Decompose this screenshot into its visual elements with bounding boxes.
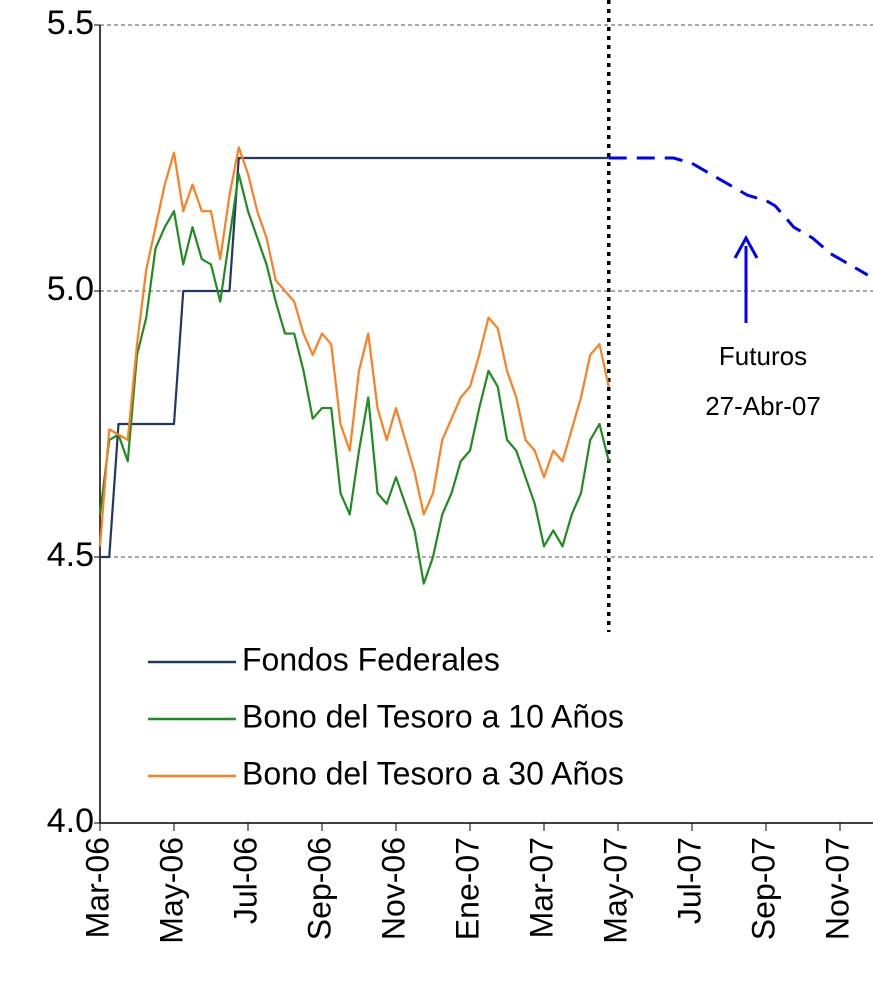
x-tick-label: Sep-07 <box>745 837 781 940</box>
annotation-text: Futuros <box>719 341 807 371</box>
x-tick-label: Jul-06 <box>227 837 263 924</box>
series-line <box>100 156 609 559</box>
x-tick-label: Sep-06 <box>301 837 337 940</box>
series-line <box>98 172 610 585</box>
x-tick-label: May-06 <box>153 837 189 944</box>
x-tick-label: Jul-07 <box>671 837 707 924</box>
annotation-text: 27-Abr-07 <box>705 391 821 421</box>
x-tick-label: Nov-07 <box>819 837 855 940</box>
series-line <box>608 156 869 277</box>
y-tick-label: 4.0 <box>47 802 94 840</box>
x-tick-label: Ene-07 <box>449 837 485 940</box>
x-tick-label: Mar-06 <box>79 837 115 938</box>
annotation-arrowhead <box>733 234 759 259</box>
y-tick-label: 4.5 <box>47 536 94 574</box>
y-tick-label: 5.5 <box>47 4 94 42</box>
x-tick-label: May-07 <box>597 837 633 944</box>
legend-label: Bono del Tesoro a 30 Años <box>242 755 624 791</box>
x-tick-label: Nov-06 <box>375 837 411 940</box>
y-tick-label: 5.0 <box>47 270 94 308</box>
series-line <box>98 146 610 547</box>
legend-label: Fondos Federales <box>242 641 500 677</box>
x-tick-label: Mar-07 <box>523 837 559 938</box>
legend-label: Bono del Tesoro a 10 Años <box>242 698 624 734</box>
